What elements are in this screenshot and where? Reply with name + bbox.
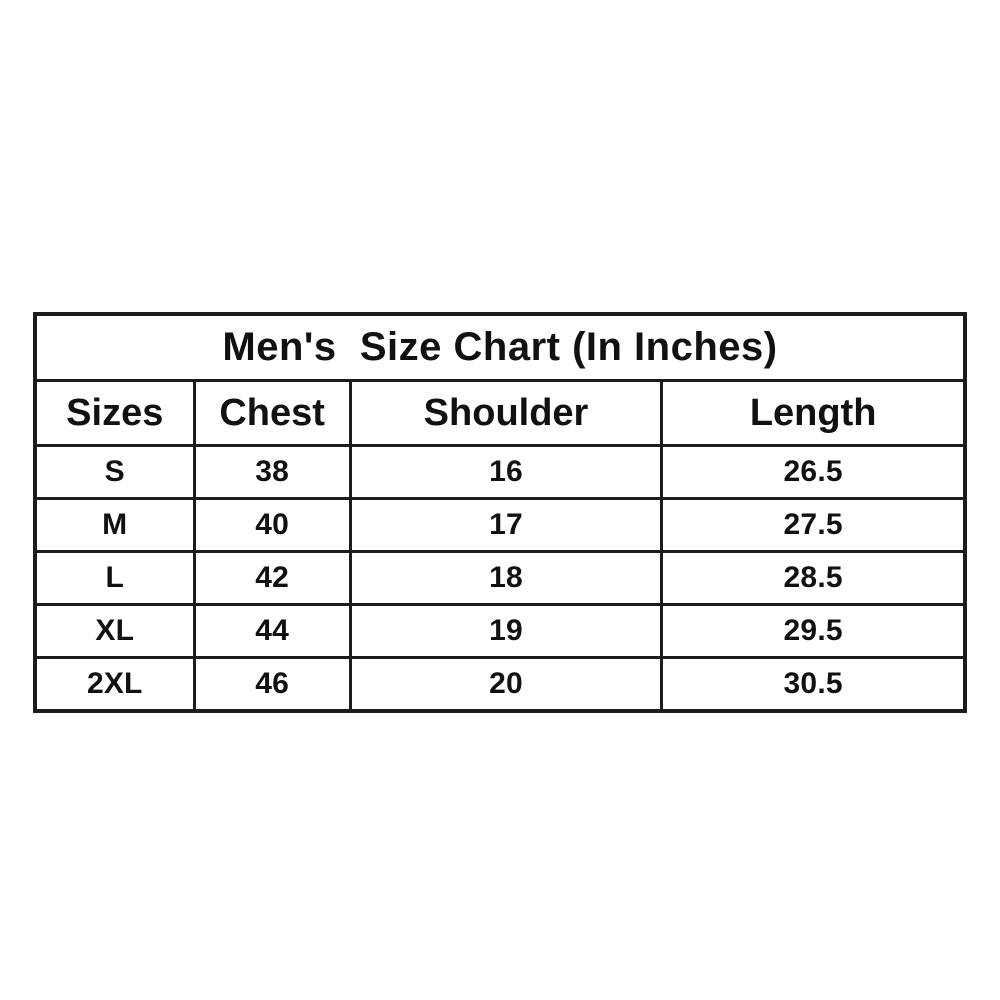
table-row-l: L 42 18 28.5: [33, 550, 967, 606]
column-header-length: Length: [660, 379, 967, 447]
cell-length: 30.5: [660, 656, 967, 713]
table-title: Men's Size Chart (In Inches): [33, 312, 967, 382]
cell-length: 27.5: [660, 497, 967, 553]
column-header-chest: Chest: [192, 379, 352, 447]
cell-length: 29.5: [660, 603, 967, 659]
cell-size: M: [33, 497, 196, 553]
cell-size: L: [33, 550, 196, 606]
table-title-row: Men's Size Chart (In Inches): [33, 312, 967, 382]
cell-chest: 44: [192, 603, 352, 659]
table-row-m: M 40 17 27.5: [33, 497, 967, 553]
size-chart-table: Men's Size Chart (In Inches) Sizes Chest…: [33, 312, 967, 713]
table-header-row: Sizes Chest Shoulder Length: [33, 379, 967, 447]
cell-size: 2XL: [33, 656, 196, 713]
cell-size: S: [33, 444, 196, 500]
table-row-2xl: 2XL 46 20 30.5: [33, 656, 967, 713]
cell-chest: 42: [192, 550, 352, 606]
column-header-sizes: Sizes: [33, 379, 196, 447]
cell-shoulder: 17: [348, 497, 664, 553]
cell-chest: 46: [192, 656, 352, 713]
cell-length: 28.5: [660, 550, 967, 606]
cell-shoulder: 18: [348, 550, 664, 606]
cell-shoulder: 19: [348, 603, 664, 659]
cell-shoulder: 20: [348, 656, 664, 713]
cell-length: 26.5: [660, 444, 967, 500]
cell-chest: 40: [192, 497, 352, 553]
column-header-shoulder: Shoulder: [348, 379, 664, 447]
cell-chest: 38: [192, 444, 352, 500]
cell-size: XL: [33, 603, 196, 659]
table-row-s: S 38 16 26.5: [33, 444, 967, 500]
cell-shoulder: 16: [348, 444, 664, 500]
table-row-xl: XL 44 19 29.5: [33, 603, 967, 659]
